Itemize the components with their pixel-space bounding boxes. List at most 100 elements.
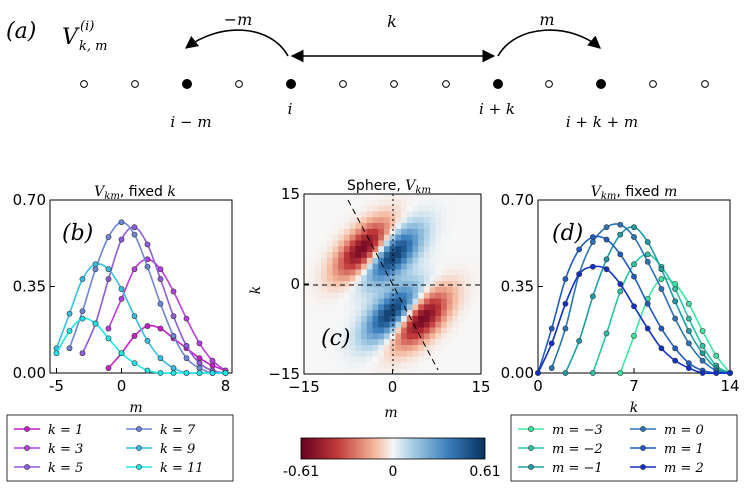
heatmap-cell — [378, 269, 385, 276]
heatmap-cell — [401, 246, 408, 253]
heatmap-cell — [418, 211, 425, 218]
heatmap-cell — [446, 292, 453, 299]
series-point — [589, 234, 596, 240]
heatmap-cell — [361, 228, 368, 236]
heatmap-cell — [452, 199, 459, 207]
heatmap-cell — [418, 252, 425, 259]
heatmap-cell — [441, 339, 448, 346]
heatmap-cell — [326, 275, 333, 282]
heatmap-cell — [355, 205, 362, 212]
heatmap-cell — [366, 327, 373, 334]
heatmap-cell — [475, 368, 482, 375]
heatmap-cell — [446, 217, 453, 224]
heatmap-cell — [349, 240, 356, 247]
series-point — [631, 234, 637, 240]
heatmap-cell — [326, 310, 333, 317]
heatmap-cell — [304, 362, 311, 369]
heatmap-cell — [372, 199, 379, 207]
heatmap-cell — [315, 315, 322, 323]
heatmap-cell — [429, 344, 436, 352]
formula-subscript: k, m — [79, 39, 107, 54]
heatmap-cell — [338, 292, 345, 299]
heatmap-cell — [423, 211, 431, 218]
heatmap-cell — [389, 223, 396, 230]
heatmap-cell — [321, 205, 328, 212]
heatmap-cell — [366, 252, 373, 259]
heatmap-cell — [418, 281, 425, 288]
heatmap-cell — [304, 292, 311, 299]
heatmap-cell — [435, 263, 442, 270]
heatmap-cell — [458, 234, 465, 241]
heatmap-cell — [361, 199, 368, 207]
heatmap-cell — [309, 211, 316, 218]
heatmap-cell — [366, 315, 373, 323]
heatmap-cell — [361, 356, 368, 363]
heatmap-cell — [383, 223, 391, 230]
series-point — [603, 256, 610, 263]
heatmap-cell — [395, 321, 402, 328]
heatmap-cell — [332, 310, 339, 317]
heatmap-cell — [418, 327, 425, 334]
heatmap-cell — [452, 327, 459, 334]
heatmap-cell — [321, 327, 328, 334]
heatmap-cell — [361, 263, 368, 270]
heatmap-cell — [321, 223, 328, 230]
heatmap-cell — [304, 263, 311, 270]
heatmap-cell — [338, 246, 345, 253]
lattice-sites — [80, 79, 709, 89]
heatmap-cell — [332, 234, 339, 241]
heatmap-cell — [441, 217, 448, 224]
heatmap-cell — [475, 217, 482, 224]
heatmap-cell — [395, 356, 402, 363]
heatmap-cell — [395, 327, 402, 334]
heatmap-cell — [309, 269, 316, 276]
heatmap-cell — [423, 344, 431, 352]
heatmap-cell — [406, 350, 413, 357]
heatmap-cell — [349, 194, 356, 201]
series-point — [118, 286, 125, 292]
heatmap-cell — [304, 333, 311, 340]
series-point — [658, 286, 665, 292]
series-point — [118, 236, 125, 243]
heatmap-cell — [355, 286, 362, 294]
panel-d-series — [535, 221, 733, 376]
heatmap-cell — [452, 368, 459, 375]
heatmap-cell — [458, 327, 465, 334]
series-point — [672, 345, 679, 352]
heatmap-cell — [401, 223, 408, 230]
heatmap-cell — [412, 211, 419, 218]
heatmap-cell — [378, 368, 385, 375]
heatmap-cell — [395, 333, 402, 340]
series-line — [537, 265, 730, 375]
heatmap-cell — [389, 240, 396, 247]
heatmap-cell — [395, 211, 402, 218]
heatmap-cell — [423, 286, 431, 294]
heatmap-cell — [326, 240, 333, 247]
heatmap-cell — [406, 275, 413, 282]
heatmap-cell — [441, 321, 448, 328]
heatmap-cell — [326, 269, 333, 276]
heatmap-cell — [383, 310, 391, 317]
heatmap-cell — [315, 275, 322, 282]
heatmap-cell — [458, 263, 465, 270]
heatmap-cell — [401, 234, 408, 241]
heatmap-cell — [372, 310, 379, 317]
heatmap-cell — [355, 292, 362, 299]
heatmap-cell — [463, 234, 470, 241]
heatmap-cell — [343, 292, 351, 299]
heatmap-cell — [441, 228, 448, 236]
colorbar-mid-label: 0 — [389, 464, 398, 480]
heatmap-cell — [452, 281, 459, 288]
heatmap-cell — [372, 321, 379, 328]
heatmap-cell — [361, 344, 368, 352]
arrow-label-neg-m: −m — [224, 10, 253, 29]
heatmap-cell — [361, 286, 368, 294]
heatmap-cell — [418, 368, 425, 375]
heatmap-cell — [355, 234, 362, 241]
heatmap-cell — [361, 339, 368, 346]
heatmap-cell — [332, 223, 339, 230]
heatmap-cell — [309, 344, 316, 352]
lattice-site-empty — [390, 80, 398, 88]
heatmap-cell — [361, 240, 368, 247]
heatmap-cell — [463, 298, 470, 305]
